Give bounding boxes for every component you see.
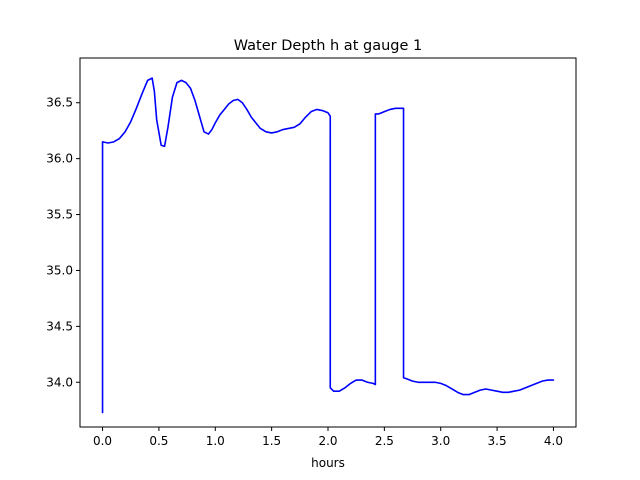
x-tick-label: 1.0 [206,434,225,448]
series-line-0 [101,77,555,414]
x-tick-label: 4.0 [544,434,563,448]
x-tick-label: 2.5 [375,434,394,448]
series-layer [101,77,555,414]
y-tick-label: 36.5 [46,96,73,110]
y-tick-label: 35.0 [46,263,73,277]
x-tick-label: 1.5 [262,434,281,448]
x-axis-label: hours [311,456,345,470]
y-tick-label: 36.0 [46,152,73,166]
x-tick-label: 0.0 [93,434,112,448]
x-tick-label: 2.0 [318,434,337,448]
x-tick-label: 0.5 [149,434,168,448]
x-tick-label: 3.0 [431,434,450,448]
y-tick-label: 34.0 [46,375,73,389]
y-tick-label: 34.5 [46,319,73,333]
x-tick-label: 3.5 [488,434,507,448]
chart-title: Water Depth h at gauge 1 [234,38,422,54]
y-axis: 34.0 34.5 35.0 35.5 36.0 36.5 [46,96,80,389]
y-tick-label: 35.5 [46,208,73,222]
x-axis: 0.0 0.5 1.0 1.5 2.0 2.5 3.0 3.5 4.0 [93,427,563,448]
